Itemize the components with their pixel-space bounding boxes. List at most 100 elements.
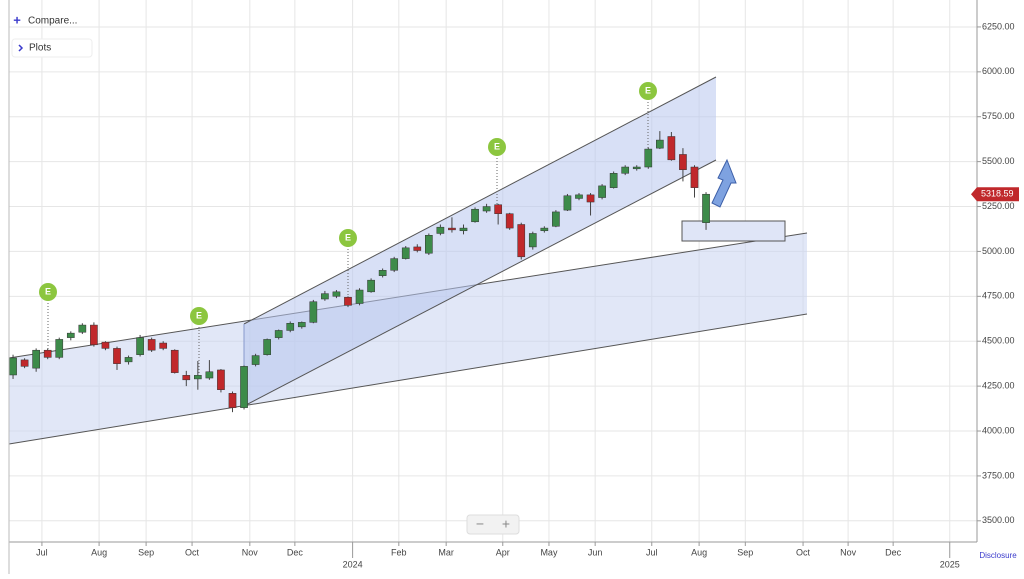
event-marker[interactable] [339, 229, 357, 247]
price-tag-label: 5318.59 [981, 189, 1014, 199]
candle-body [482, 206, 491, 212]
y-tick-label: 6000.00 [982, 66, 1015, 76]
candle-body [436, 226, 445, 234]
candle-body [274, 330, 283, 338]
candle-body [459, 227, 468, 232]
x-tick-label: Oct [185, 547, 200, 557]
price-tag [971, 187, 1019, 202]
x-tick-label: Feb [391, 547, 407, 557]
candle-body [679, 154, 687, 170]
y-tick-label: 3750.00 [982, 470, 1015, 480]
zoom-in[interactable]: + [502, 516, 510, 532]
candle-body [32, 349, 40, 369]
candle-body [136, 337, 144, 355]
event-label: E [196, 310, 202, 320]
y-tick-label: 3500.00 [982, 515, 1015, 525]
candle-body [425, 235, 433, 254]
candle-body [286, 323, 295, 331]
candle-body [90, 324, 98, 346]
x-tick-label: Oct [796, 547, 811, 557]
candle-body [505, 213, 514, 229]
y-tick-label: 4750.00 [982, 291, 1015, 301]
plus-icon: + [13, 12, 21, 27]
candles [9, 131, 710, 413]
candle-body [194, 375, 202, 380]
candle-body [263, 339, 271, 355]
candle-body [43, 349, 52, 358]
y-tick-label: 5500.00 [982, 156, 1015, 166]
event-marker[interactable] [39, 283, 57, 301]
event-label: E [494, 141, 500, 151]
x-tick-label: Sep [737, 547, 753, 557]
target-box [681, 220, 786, 242]
candle-body [471, 208, 479, 223]
event-marker[interactable] [488, 138, 506, 156]
x-tick-label: Aug [91, 547, 107, 557]
candle-body [124, 357, 133, 363]
zoom-controls: − + [466, 514, 520, 535]
candle-body [182, 375, 191, 381]
candle-body [240, 366, 248, 408]
candle-body [448, 227, 456, 231]
plots-box [11, 38, 93, 58]
compare-button[interactable]: + Compare... [13, 12, 77, 27]
chevron-icon [18, 44, 24, 52]
up-arrow [711, 158, 737, 208]
candle-body [147, 339, 156, 351]
candle-body [656, 139, 664, 149]
grid [9, 0, 977, 542]
x-tick-label: Sep [138, 547, 154, 557]
candle-body [55, 339, 64, 358]
plots-button[interactable]: Plots [11, 38, 93, 58]
x-tick-label: Jun [588, 547, 603, 557]
compare-label: Compare... [28, 16, 77, 27]
candle-body [621, 166, 630, 174]
candle-body [552, 211, 560, 227]
event-label: E [645, 85, 651, 95]
candle-body [20, 359, 29, 367]
plots-label: Plots [29, 43, 51, 54]
zoom-out[interactable]: − [476, 516, 484, 532]
candle-body [517, 224, 526, 258]
x-tick-label: Aug [691, 547, 707, 557]
candle-body [78, 324, 87, 333]
candle-body [228, 393, 237, 408]
candle-body [413, 246, 422, 251]
candle-body [66, 332, 75, 338]
event-label: E [45, 286, 51, 296]
event-marker[interactable] [190, 307, 208, 325]
y-tick-label: 4500.00 [982, 336, 1015, 346]
candle-body [321, 293, 329, 300]
x-tick-label: Dec [287, 547, 304, 557]
y-tick-label: 5000.00 [982, 246, 1015, 256]
x-tick-label: Apr [496, 547, 510, 557]
y-tick-label: 5250.00 [982, 201, 1015, 211]
candle-body [609, 173, 618, 188]
candle-body [575, 194, 583, 199]
upper-channel [244, 77, 716, 406]
candle-body [9, 357, 17, 376]
candle-body [632, 166, 641, 170]
candle-body [644, 148, 653, 168]
candle-body [598, 185, 606, 198]
event-marker[interactable] [639, 82, 657, 100]
candle-body [367, 279, 375, 293]
candle-body [355, 289, 364, 304]
candle-body [101, 341, 110, 349]
candle-body [344, 296, 352, 306]
event-label: E [345, 232, 351, 242]
y-tick-label: 4000.00 [982, 425, 1015, 435]
disclosure-link[interactable]: Disclosure [979, 551, 1017, 560]
candle-body [667, 136, 676, 161]
candle-body [540, 227, 549, 232]
x-tick-label: Jul [646, 547, 658, 557]
x-tick-label: May [540, 547, 558, 557]
candle-body [494, 204, 502, 214]
candle-body [528, 233, 537, 248]
year-label: 2024 [343, 559, 363, 569]
axes: 3500.00 3750.00 4000.00 4250.00 4500.00 4750.… [36, 21, 1019, 569]
x-tick-label: Nov [242, 547, 259, 557]
trend-line [8, 313, 808, 445]
